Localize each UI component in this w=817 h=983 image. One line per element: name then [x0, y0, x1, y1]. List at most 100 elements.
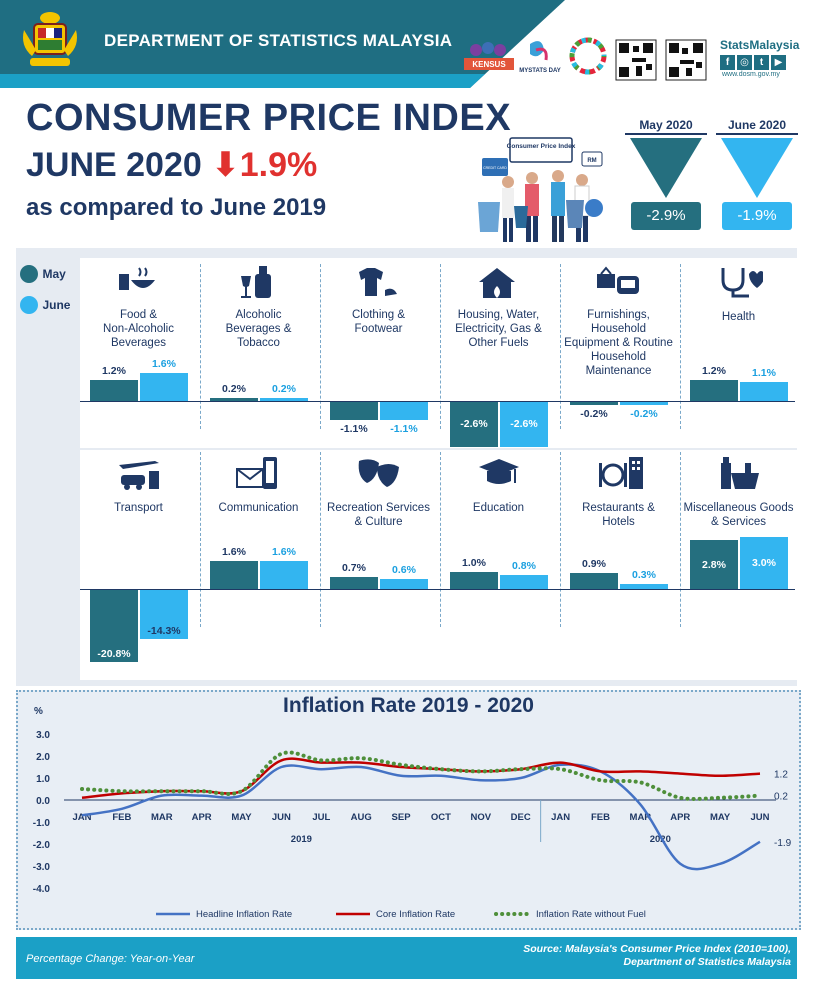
column-divider [560, 264, 561, 429]
bar-label-may: -0.2% [580, 407, 608, 420]
category-title: Clothing & Footwear [315, 308, 442, 336]
twitter-icon[interactable]: t [754, 55, 769, 70]
stethoscope-heart-icon [721, 268, 763, 298]
instagram-icon[interactable]: ◎ [737, 55, 752, 70]
x-tick-label: NOV [471, 812, 492, 823]
year-label: 2019 [291, 834, 312, 845]
category-title-line: Miscellaneous Goods [683, 502, 794, 514]
footer-source-line2: Department of Statistics Malaysia [623, 956, 791, 968]
shirt-shoe-icon [358, 268, 397, 296]
category-title: Miscellaneous Goods & Services [675, 501, 802, 529]
headline-change: JUNE 2020 ⬇1.9% [26, 145, 317, 185]
y-tick-label: -4.0 [33, 884, 51, 895]
bar-may [210, 561, 258, 589]
bar-label-june: -2.6% [510, 417, 538, 430]
category-title: Restaurants & Hotels [555, 501, 682, 529]
inflation-line-chart: % 3.0 2.0 1.0 0.0 -1.0 -2.0 -3.0 -4.0 JAN FEB MAR AP… [33, 706, 792, 920]
bar-label-june: 0.8% [512, 560, 536, 572]
bar-label-may: 0.9% [582, 558, 606, 571]
bar-label-may: -1.1% [340, 423, 368, 436]
headline-value: 1.9% [239, 146, 318, 184]
mystats-day-label: MYSTATS DAY [519, 68, 561, 74]
category-title-line: Electricity, Gas & [455, 323, 542, 335]
y-axis-label: % [34, 706, 43, 717]
footer-band [16, 937, 797, 979]
zero-baseline [80, 589, 795, 590]
comparison-june-triangle [721, 138, 793, 198]
category-title: Health [675, 310, 802, 324]
bar-label-may: -2.6% [460, 417, 488, 430]
headline-period: JUNE 2020 [26, 146, 202, 184]
x-tick-label: SEP [392, 812, 412, 823]
category-title-line: Other Fuels [468, 337, 529, 349]
column-divider [200, 264, 201, 429]
comparison-may-label: May 2020 [625, 118, 707, 135]
header-band [0, 0, 817, 88]
category-title-line: Alcoholic [235, 309, 282, 321]
x-tick-label: MAY [231, 812, 252, 823]
sdg-wheel-icon [569, 37, 607, 75]
plate-cutlery-hotel-icon [598, 457, 643, 489]
legend-june: June [20, 296, 70, 314]
y-tick-label: -1.0 [33, 818, 51, 829]
category-title-line: & Culture [354, 516, 403, 528]
x-tick-label: MAR [151, 812, 173, 823]
category-title-line: Food & [119, 309, 158, 321]
website-url[interactable]: www.dosm.gov.my [722, 71, 780, 78]
series-line [80, 750, 762, 802]
column-divider [680, 452, 681, 627]
facebook-icon[interactable]: f [720, 55, 735, 70]
bar-label-june: 0.6% [392, 563, 416, 576]
bar-may [450, 571, 498, 589]
census-logo-icon: KENSUS [464, 42, 514, 70]
partner-logos: KENSUS MYSTATS DAY [464, 37, 707, 81]
legend-may-label: May [42, 267, 66, 281]
legend-june-swatch [20, 296, 38, 314]
column-divider [320, 452, 321, 627]
category-title-line: Communication [218, 502, 299, 514]
bar-label-may: 1.0% [462, 556, 486, 569]
category-title: Housing, Water, Electricity, Gas & Other F… [435, 308, 562, 350]
food-bowl-icon [118, 267, 155, 290]
bar-label-may: 0.7% [342, 561, 366, 574]
bar-label-june: 1.6% [272, 546, 296, 558]
bar-june [140, 589, 188, 640]
column-divider [440, 452, 441, 627]
category-title-line: Furnishings, [587, 309, 650, 321]
legend-label: Core Inflation Rate [376, 909, 455, 920]
illustration-badge-label: RM [587, 158, 596, 164]
bar-may [90, 589, 138, 662]
x-tick-label: APR [670, 812, 690, 823]
category-title: Furnishings, Household Equipment & Routine… [555, 308, 682, 378]
category-title: Food & Non-Alcoholic Beverages [75, 308, 202, 350]
legend-label: Inflation Rate without Fuel [536, 909, 646, 920]
stats-malaysia-logo: StatsMalaysia [720, 38, 800, 52]
bar-label-may: -20.8% [97, 647, 131, 660]
x-tick-label: MAY [710, 812, 731, 823]
category-title-line: Transport [114, 502, 163, 514]
census-logo-label: KENSUS [472, 60, 506, 69]
social-icons: f ◎ t ▶ [720, 52, 788, 70]
series-line [81, 763, 761, 871]
bar-label-june: 0.2% [272, 382, 296, 395]
bar-june [620, 583, 668, 589]
department-name: DEPARTMENT OF STATISTICS MALAYSIA [104, 31, 453, 50]
y-tick-label: 3.0 [36, 730, 50, 741]
bar-may [330, 576, 378, 589]
bar-label-june: -14.3% [147, 625, 181, 638]
header-teal-band [0, 0, 565, 88]
category-title: Education [435, 501, 562, 515]
illustration-card-label: CREDIT CARD [483, 166, 507, 170]
category-title-line: Beverages & [225, 323, 292, 335]
bar-june [260, 397, 308, 401]
youtube-icon[interactable]: ▶ [771, 55, 786, 70]
bar-june [260, 561, 308, 589]
qr-code-icon [615, 39, 657, 81]
comparison-june: June 2020 -1.9% [716, 118, 798, 230]
mystats-day-logo-icon: MYSTATS DAY [519, 41, 561, 74]
legend-june-label: June [42, 298, 71, 312]
x-tick-label: DEC [511, 812, 531, 823]
qr-code-icon [665, 39, 707, 81]
x-tick-label: FEB [591, 812, 610, 823]
comparison-june-value: -1.9% [722, 202, 792, 230]
